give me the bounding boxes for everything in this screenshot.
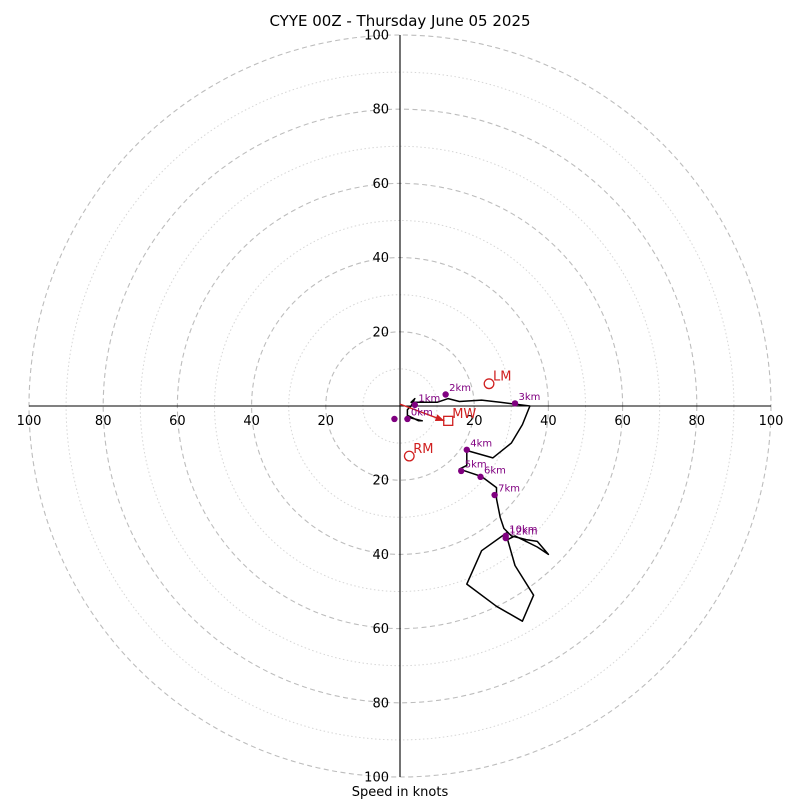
tick-labels: 100 80 60 40 20 20 40 60 80 100 100 80 60 40 20 20 40 60 8…: [17, 29, 784, 786]
y-tick-label: 60: [372, 177, 389, 192]
mw-marker: [443, 415, 454, 426]
x-tick-label: 80: [95, 414, 112, 429]
altitude-label-1km: 1km: [418, 393, 440, 404]
y-tick-label: 80: [372, 696, 389, 711]
hodograph-line: [406, 397, 550, 622]
x-tick-label: 80: [689, 414, 706, 429]
altitude-dot-4km: [463, 446, 470, 453]
altitude-dot-1km: [411, 401, 419, 409]
altitude-label-5km: 5km: [465, 459, 487, 470]
x-tick-label: 40: [540, 414, 557, 429]
altitude-dot-6km: [477, 473, 484, 481]
mw-label: MW: [452, 407, 476, 422]
altitude-label-4km: 4km: [470, 438, 492, 449]
y-tick-label: 40: [372, 548, 389, 563]
altitude-dot-2km: [442, 391, 449, 398]
mean-wind-arrow-head: [434, 414, 445, 421]
y-tick-label: 20: [372, 474, 389, 489]
hodograph-trace: [406, 397, 550, 622]
x-tick-label: 20: [318, 414, 335, 429]
chart-title: CYYE 00Z - Thursday June 05 2025: [269, 12, 530, 30]
altitude-dot-5km: [458, 467, 465, 475]
altitude-label-6km: 6km: [484, 465, 506, 476]
altitude-label-0km: 0km: [411, 407, 433, 418]
x-axis-label: Speed in knots: [352, 785, 449, 800]
altitude-dot: [391, 415, 398, 423]
x-tick-label: 40: [243, 414, 260, 429]
altitude-dot-12km: [502, 534, 509, 542]
x-tick-label: 20: [466, 414, 483, 429]
altitude-label-7km: 7km: [498, 484, 520, 495]
lm-label: LM: [493, 370, 511, 385]
altitude-dot-0km: [404, 415, 411, 423]
y-tick-label: 80: [372, 103, 389, 118]
y-tick-label: 40: [372, 251, 389, 266]
rm-label: RM: [413, 442, 433, 457]
y-tick-label: 60: [372, 622, 389, 637]
axes: [29, 35, 771, 777]
altitude-label-10km: 10km: [509, 524, 537, 535]
storm-motion-markers: LM MW RM: [399, 370, 512, 462]
y-tick-label: 100: [364, 29, 389, 44]
altitude-label-3km: 3km: [519, 392, 541, 403]
altitude-label-2km: 2km: [449, 383, 471, 394]
y-tick-label: 20: [372, 325, 389, 340]
x-tick-label: 100: [759, 414, 784, 429]
x-tick-label: 60: [614, 414, 631, 429]
rm-marker: [403, 450, 415, 462]
x-tick-label: 100: [17, 414, 42, 429]
altitude-dot-7km: [491, 491, 498, 499]
x-tick-label: 60: [169, 414, 186, 429]
lm-marker: [483, 378, 495, 390]
y-tick-label: 100: [364, 771, 389, 786]
altitude-label-12km: 12km: [509, 527, 537, 538]
altitude-dot-3km: [511, 400, 519, 407]
